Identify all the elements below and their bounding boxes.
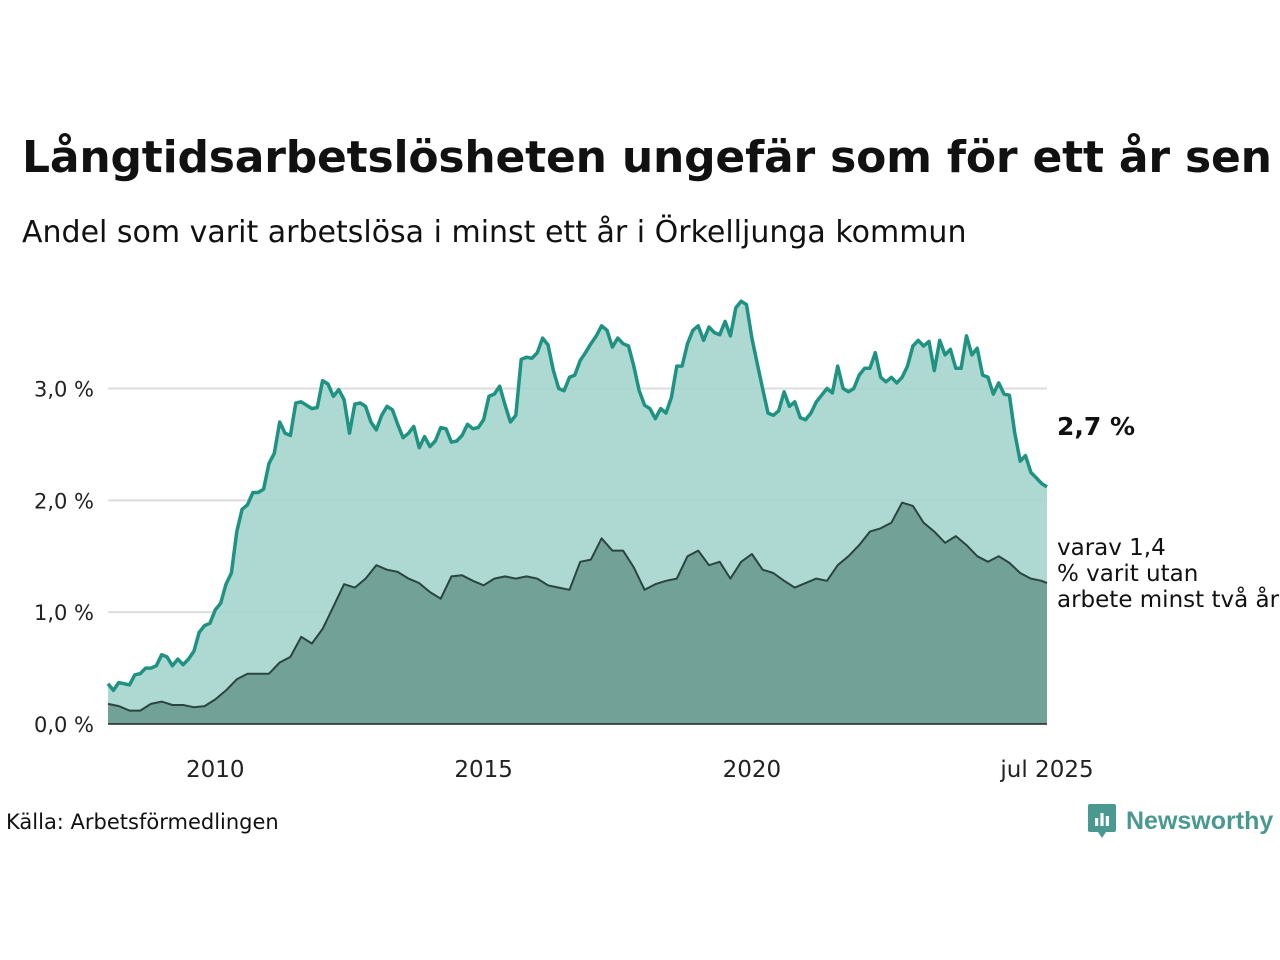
newsworthy-logo-icon <box>1088 804 1116 838</box>
x-tick-label-0: 2010 <box>186 757 245 783</box>
chart-subtitle: Andel som varit arbetslösa i minst ett å… <box>22 215 967 250</box>
brand-name: Newsworthy <box>1126 806 1274 835</box>
sub-area <box>108 502 1047 724</box>
x-tick-label-3: jul 2025 <box>999 757 1093 783</box>
y-tick-label-2: 2,0 % <box>34 489 94 513</box>
sub-line <box>107 501 1048 712</box>
chart-title: Långtidsarbetslösheten ungefär som för e… <box>22 132 1272 183</box>
source-note: Källa: Arbetsförmedlingen <box>6 810 279 834</box>
y-tick-label-3: 3,0 % <box>34 377 94 401</box>
newsworthy-logo: Newsworthy <box>1087 803 1273 839</box>
total-end-label: 2,7 % <box>1057 412 1135 441</box>
y-tick-label-1: 1,0 % <box>34 601 94 625</box>
y-tick-label-0: 0,0 % <box>34 713 94 737</box>
x-tick-label-1: 2015 <box>454 757 513 783</box>
x-tick-label-2: 2020 <box>723 757 782 783</box>
total-line <box>106 299 1048 693</box>
sub-end-label: varav 1,4% varit utan arbete minst två år <box>1057 535 1280 613</box>
area-chart: 0,0 % 1,0 % 2,0 % 3,0 % 2010 2015 2020 jul 2025… <box>34 299 1280 783</box>
